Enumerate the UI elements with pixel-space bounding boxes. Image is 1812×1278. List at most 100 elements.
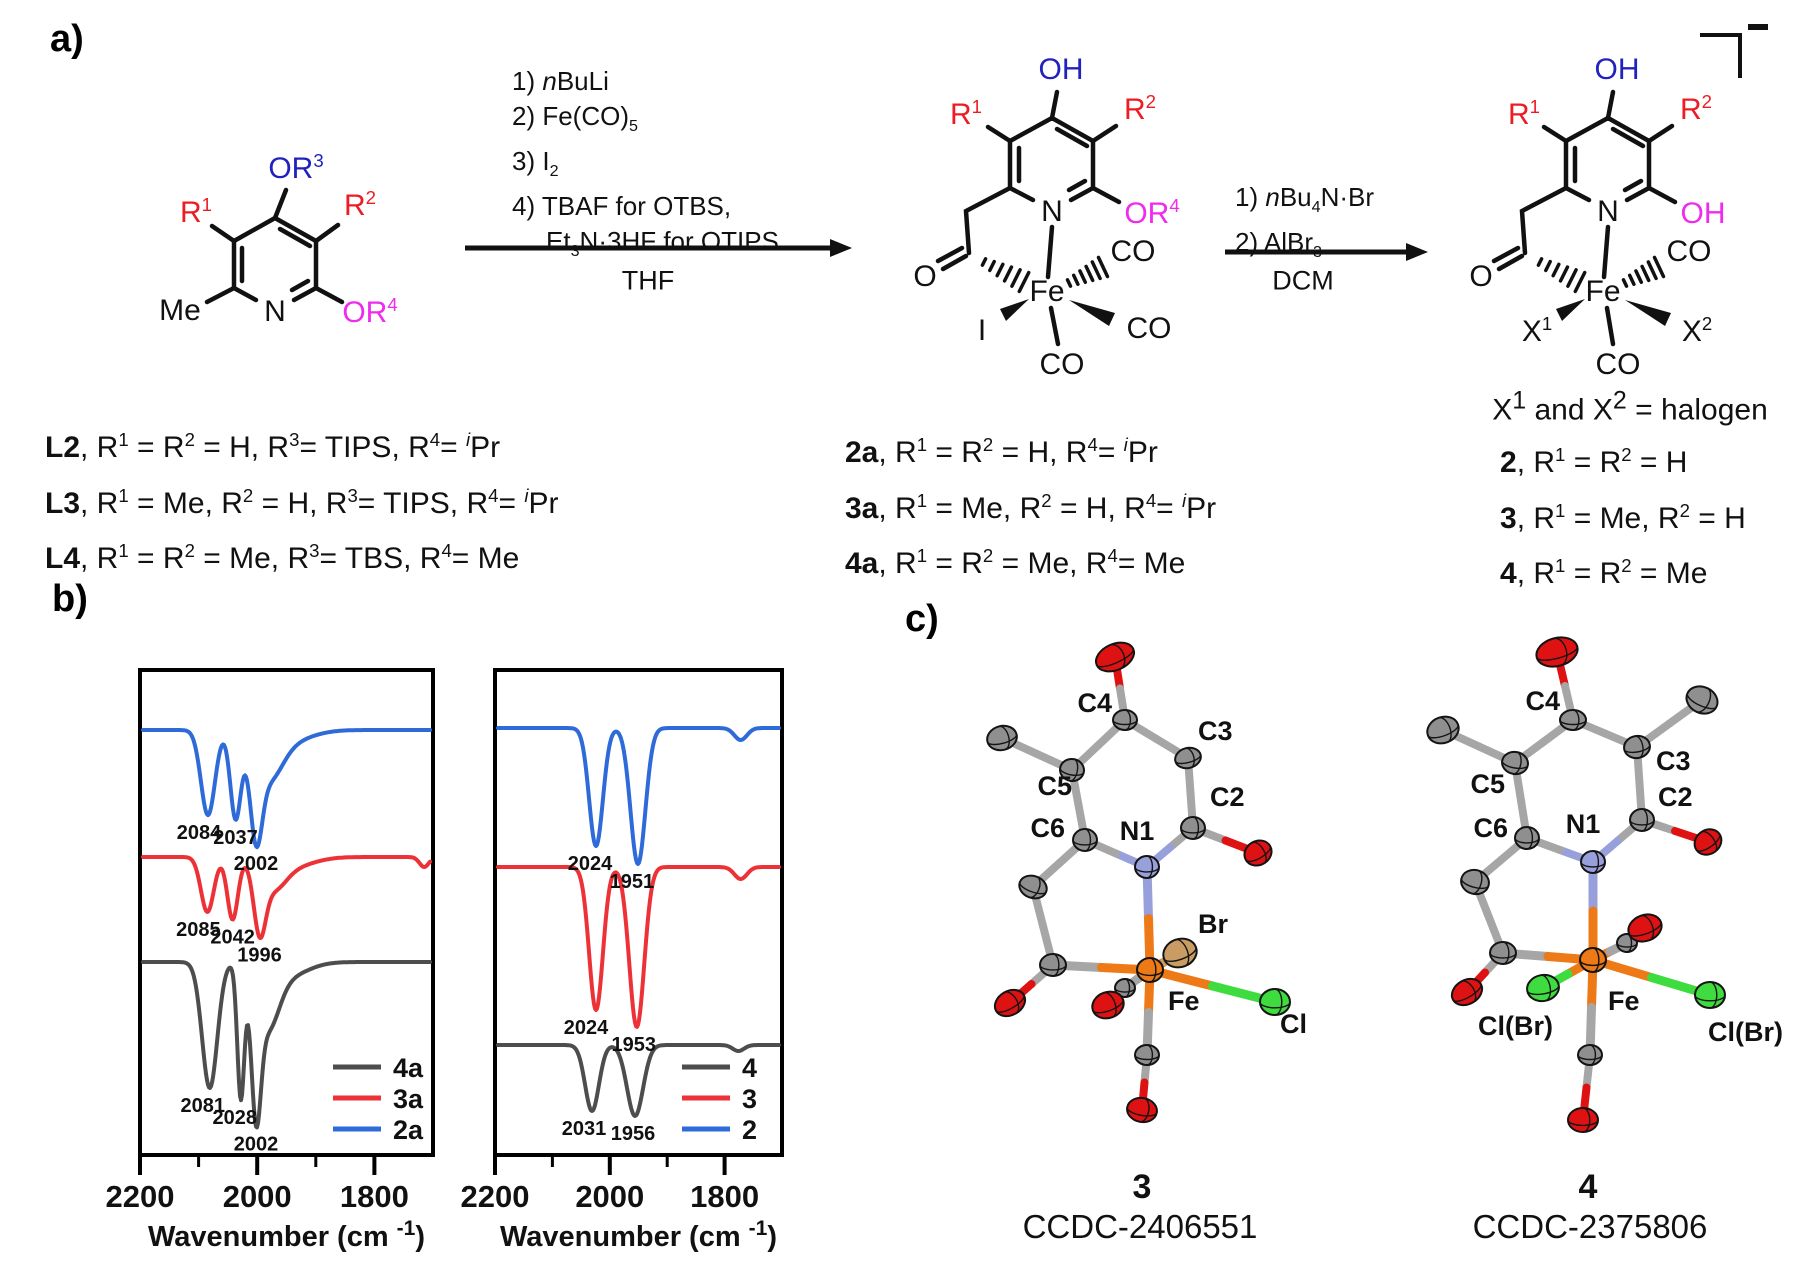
struct2-iodide-label: I xyxy=(977,314,987,347)
hash-bond-fe-co-2 xyxy=(1065,255,1110,288)
ligand-list: L2, R1 = R2 = H, R3= TIPS, R4= iPr L3, R… xyxy=(45,416,558,583)
compound-id: L4 xyxy=(45,542,81,575)
struct1-or3-label: OR3 xyxy=(268,150,324,185)
struct1-r2-label: R2 xyxy=(343,187,377,222)
hash-bond-fe-co-3 xyxy=(1621,255,1666,288)
struct1-n-label: N xyxy=(264,295,286,328)
struct3-co2-label: CO xyxy=(1595,348,1641,381)
atom-label-n1: N1 xyxy=(1120,816,1155,846)
struct1-me-label: Me xyxy=(159,294,201,327)
ortep-atom-C xyxy=(1059,757,1085,783)
x-tick-label: 1800 xyxy=(690,1179,759,1214)
peak-label: 2037 xyxy=(213,827,258,849)
ortep-atom-C xyxy=(1577,1044,1603,1066)
ortep-atom-C xyxy=(1134,1044,1160,1066)
atom-label-br: Br xyxy=(1198,909,1228,939)
struct3-oh-right-label: OH xyxy=(1680,197,1726,230)
condition-line: 1) nBuLi xyxy=(512,66,609,96)
list-item: 2, R1 = R2 = H xyxy=(1500,431,1746,487)
ortep-3-ccdc: CCDC-2406551 xyxy=(1022,1208,1258,1245)
atom-label-cl-br-left: Cl(Br) xyxy=(1478,1011,1553,1041)
atom-label-n1: N1 xyxy=(1566,809,1601,839)
peak-label: 1951 xyxy=(610,871,655,893)
ortep-atom-C xyxy=(1039,953,1067,977)
compound-substituents: , R1 = R2 = Me, R4= Me xyxy=(878,545,1186,580)
peak-label: 2085 xyxy=(176,919,221,941)
step1-conditions: 1) nBuLi 2) Fe(CO)5 3) I2 4) TBAF for OT… xyxy=(512,64,779,270)
compound-substituents: , R1 = R2 = Me xyxy=(1516,555,1708,590)
compound-substituents: , R1 = Me, R2 = H xyxy=(1516,499,1746,535)
legend-label: 2 xyxy=(742,1115,757,1145)
complex-list: 2a, R1 = R2 = H, R4= iPr 3a, R1 = Me, R2… xyxy=(845,421,1216,588)
atom-label-c4: C4 xyxy=(1077,688,1112,718)
struct3-r1-label: R1 xyxy=(1507,96,1541,131)
x-tick-label: 2000 xyxy=(575,1179,644,1214)
peak-label: 1996 xyxy=(237,945,282,967)
ir-trace-3a xyxy=(141,855,432,940)
struct3-x1-label: X1 xyxy=(1521,313,1553,348)
ortep-atom-O xyxy=(1126,1096,1158,1124)
panel-c-label: c) xyxy=(905,598,939,640)
ortep-atom-C xyxy=(1114,978,1136,998)
peak-label: 2024 xyxy=(564,1017,609,1039)
compound-id: 4a xyxy=(845,547,879,580)
ortep-atom-O xyxy=(1627,913,1663,943)
ortep-atom-L xyxy=(1526,973,1560,1003)
ortep-structure-3: C4 C3 C5 C2 C6 N1 Br Fe Cl xyxy=(986,641,1307,1124)
atom-label-c4: C4 xyxy=(1525,686,1560,716)
ortep-atom-C xyxy=(1489,941,1517,965)
ortep-atom-O xyxy=(1243,839,1273,867)
ortep-atom-C xyxy=(1180,816,1206,840)
struct1-r1-label: R1 xyxy=(179,194,213,229)
anion-bracket xyxy=(1700,24,1768,78)
condition-line: Et3N·3HF for OTIPS xyxy=(546,226,779,261)
ortep-atom-O xyxy=(1094,641,1136,673)
atom-label-c5: C5 xyxy=(1470,769,1505,799)
reaction-arrow-1 xyxy=(465,239,852,257)
legend-label: 4 xyxy=(742,1053,757,1083)
list-item: L2, R1 = R2 = H, R3= TIPS, R4= iPr xyxy=(45,416,558,472)
ortep-art xyxy=(1426,636,1726,1133)
ortep-atom-C xyxy=(986,724,1018,752)
reaction-arrow-2 xyxy=(1225,243,1428,261)
struct3-x2-label: X2 xyxy=(1681,313,1713,348)
peak-label: 1953 xyxy=(612,1034,657,1056)
structure1-bonds xyxy=(204,187,345,305)
struct3-r2-label: R2 xyxy=(1679,91,1713,126)
ortep-atom-C xyxy=(1623,734,1651,760)
step2-conditions: 1) nBu4N·Br 2) AlBr3 xyxy=(1235,180,1374,270)
condition-line: 1) nBu4N·Br xyxy=(1235,182,1375,217)
struct3-fe-label: Fe xyxy=(1585,275,1621,308)
ortep-atom-C xyxy=(1501,750,1529,776)
ortep-atom-C xyxy=(1460,868,1490,896)
ortep-atom-L xyxy=(1259,988,1291,1016)
compound-substituents: , R1 = Me, R2 = H, R4= iPr xyxy=(878,489,1217,525)
ortep-4-ccdc: CCDC-2375806 xyxy=(1472,1208,1708,1245)
struct2-or4-label: OR4 xyxy=(1124,195,1180,230)
peak-label: 2042 xyxy=(210,927,255,949)
atom-label-c2: C2 xyxy=(1658,782,1693,812)
ortep-4-number: 4 xyxy=(1578,1168,1598,1206)
ir-trace-4 xyxy=(496,1043,781,1118)
ortep-3-number: 3 xyxy=(1132,1168,1152,1206)
x-tick-label: 2200 xyxy=(106,1179,175,1214)
struct2-oh-label: OH xyxy=(1038,53,1084,86)
compound-id: L3 xyxy=(45,486,81,520)
atom-label-c3: C3 xyxy=(1198,716,1233,746)
ortep-atom-B xyxy=(1162,937,1198,969)
condition-line: 3) I2 xyxy=(512,146,559,181)
list-item: L4, R1 = R2 = Me, R3= TBS, R4= Me xyxy=(45,527,558,583)
plot-frame xyxy=(493,668,784,1157)
struct2-fe-label: Fe xyxy=(1029,275,1065,308)
peak-label: 2002 xyxy=(234,1134,279,1156)
struct2-co2-label: CO xyxy=(1126,312,1172,345)
ortep-atom-O xyxy=(993,988,1027,1018)
structure2-bonds xyxy=(935,89,1122,347)
condition-line: 2) AlBr3 xyxy=(1235,227,1322,262)
ortep-atom-O xyxy=(1091,990,1125,1020)
ortep-atom-C xyxy=(1629,808,1655,832)
